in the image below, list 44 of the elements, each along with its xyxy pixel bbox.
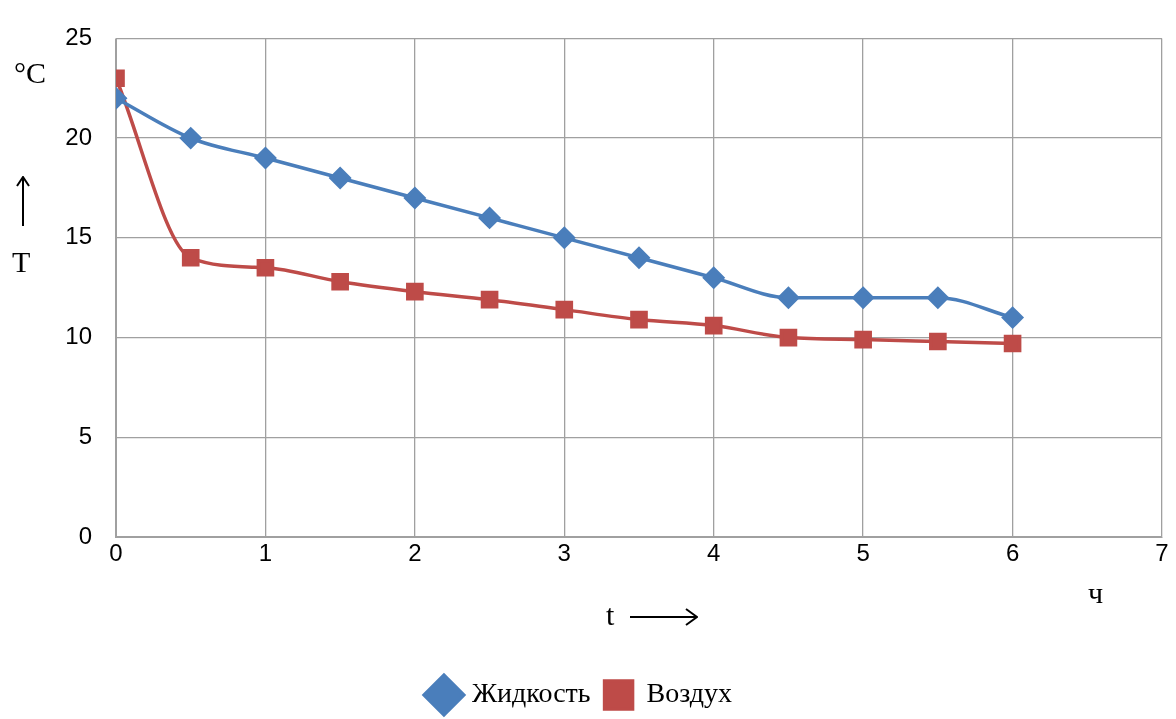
point [256, 258, 275, 277]
point [628, 247, 650, 269]
y-tick-label: 20 [65, 122, 92, 150]
x-tick-label: 1 [258, 539, 273, 567]
point [181, 248, 200, 267]
point [704, 316, 723, 335]
text: ч [1088, 576, 1104, 609]
point [929, 332, 947, 351]
point [777, 286, 800, 309]
point [404, 187, 426, 209]
point [329, 167, 351, 189]
x-tick-label: 7 [1155, 539, 1169, 567]
y-tick-label: 15 [65, 222, 92, 250]
point [854, 330, 872, 349]
point [406, 282, 424, 301]
point [1001, 306, 1024, 329]
text: °C [14, 56, 47, 89]
y-axis-title: T [12, 245, 31, 278]
x-tick-label: 6 [1005, 539, 1020, 567]
x-tick-label: 5 [856, 539, 870, 567]
point [852, 286, 874, 309]
point [555, 300, 574, 319]
x-tick-label: 4 [707, 539, 721, 567]
y-tick-label: 5 [78, 421, 92, 449]
point [331, 272, 349, 291]
point [702, 266, 725, 289]
point [480, 290, 499, 309]
point [630, 310, 648, 329]
x-tick-label: 2 [408, 539, 422, 567]
y-tick-label: 10 [65, 322, 92, 350]
point [927, 286, 949, 309]
x-tick-label: 3 [557, 539, 571, 567]
x-axis-title: t [606, 598, 615, 631]
point [179, 127, 202, 149]
point [1003, 334, 1022, 353]
y-tick-label: 25 [65, 23, 92, 51]
y-tick-label: 0 [78, 521, 92, 549]
x-tick-label: 0 [109, 539, 123, 567]
point [254, 147, 277, 169]
point [779, 328, 798, 347]
point [553, 227, 576, 249]
legend-label: Воздух [646, 677, 733, 709]
legend-label: Жидкость [471, 677, 591, 709]
point [478, 207, 501, 229]
